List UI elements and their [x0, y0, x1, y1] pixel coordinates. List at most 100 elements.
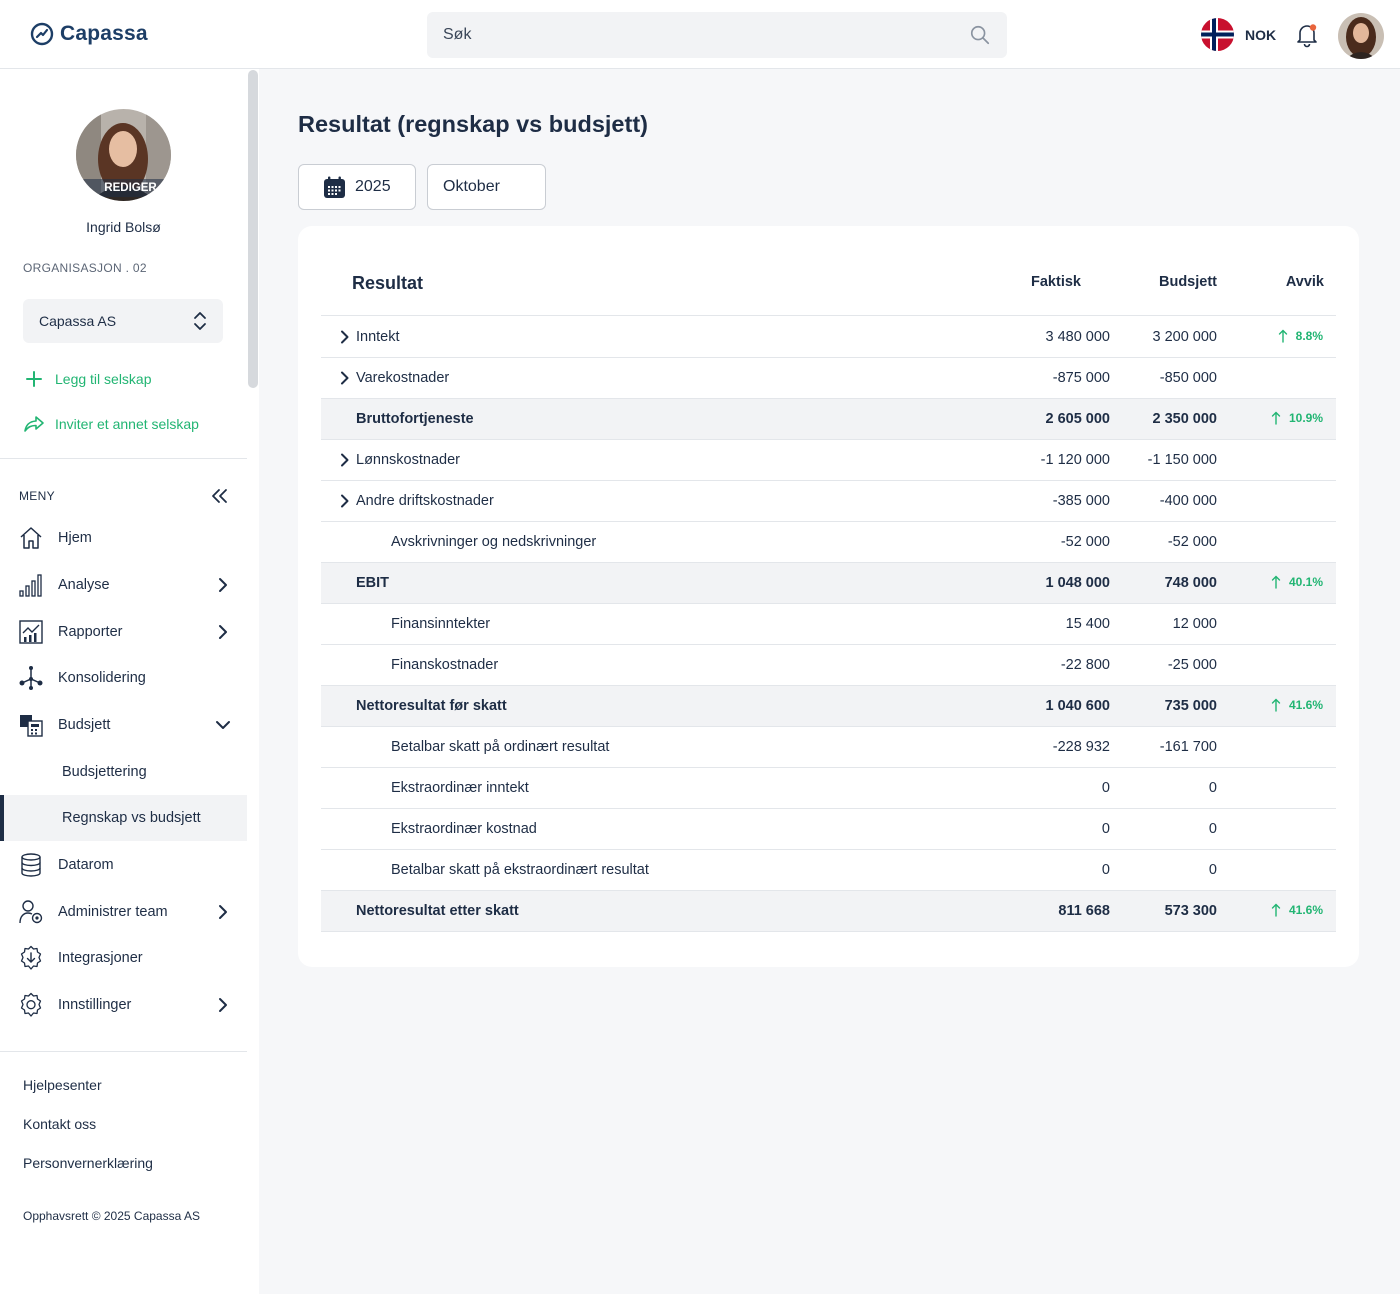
table-row-total: EBIT 1 048 000 748 000 40.1% — [321, 563, 1336, 604]
budget-value: 0 — [1208, 821, 1217, 837]
table-row[interactable]: Lønnskostnader -1 120 000 -1 150 000 — [321, 440, 1336, 481]
search-icon[interactable] — [969, 24, 991, 46]
expand-chevron-icon[interactable] — [340, 494, 350, 508]
row-label: Ekstraordinær kostnad — [391, 821, 537, 837]
help-center-link[interactable]: Hjelpesenter — [23, 1077, 102, 1093]
row-label: Nettoresultat etter skatt — [356, 903, 519, 919]
nav-item-budget[interactable]: Budsjett — [0, 702, 247, 748]
actual-value: -52 000 — [1060, 534, 1110, 550]
chevron-up-down-icon — [194, 312, 206, 330]
notification-bell-icon[interactable] — [1294, 22, 1320, 53]
nav-item-label: Administrer team — [58, 904, 168, 920]
expand-chevron-icon[interactable] — [340, 453, 350, 467]
nav-item-manage-team[interactable]: Administrer team — [0, 889, 247, 935]
actual-value: -875 000 — [1052, 370, 1110, 386]
row-label: Lønnskostnader — [356, 452, 460, 468]
database-icon — [18, 852, 44, 878]
deviation-percent: 41.6% — [1288, 698, 1323, 712]
table-row[interactable]: Inntekt 3 480 000 3 200 000 8.8% — [321, 317, 1336, 358]
budget-value: 748 000 — [1164, 575, 1217, 591]
deviation-value: 40.1% — [1271, 575, 1323, 589]
nav-item-home[interactable]: Hjem — [0, 515, 247, 561]
add-company-label: Legg til selskap — [55, 371, 152, 387]
table-row-total: Nettoresultat før skatt 1 040 600 735 00… — [321, 686, 1336, 727]
chevron-right-icon — [219, 625, 227, 639]
top-bar: Capassa Søk NOK — [0, 0, 1400, 69]
capassa-logo[interactable]: Capassa — [30, 22, 148, 46]
nav-item-label: Budsjett — [58, 717, 111, 733]
arrow-up-icon — [1271, 411, 1281, 425]
actual-value: -22 800 — [1060, 657, 1110, 673]
nav-item-label: Konsolidering — [58, 670, 146, 686]
invite-company-link[interactable]: Inviter et annet selskap — [23, 413, 199, 435]
actual-value: 1 048 000 — [1045, 575, 1110, 591]
budget-value: 12 000 — [1172, 616, 1217, 632]
nav-item-consolidation[interactable]: Konsolidering — [0, 655, 247, 701]
table-row: Ekstraordinær inntekt 0 0 — [321, 768, 1336, 809]
network-icon — [18, 665, 44, 691]
deviation-percent: 40.1% — [1288, 575, 1323, 589]
table-row: Finanskostnader -22 800 -25 000 — [321, 645, 1336, 686]
edit-avatar-label[interactable]: REDIGER — [76, 179, 171, 197]
budget-value: 0 — [1208, 780, 1217, 796]
nav-item-analysis[interactable]: Analyse — [0, 562, 247, 608]
plus-icon — [26, 371, 42, 387]
nav-item-integrations[interactable]: Integrasjoner — [0, 935, 247, 981]
budget-value: 573 300 — [1164, 903, 1217, 919]
table-row[interactable]: Varekostnader -875 000 -850 000 — [321, 358, 1336, 399]
contact-link[interactable]: Kontakt oss — [23, 1116, 97, 1132]
nav-item-settings[interactable]: Innstillinger — [0, 982, 247, 1028]
table-row: Ekstraordinær kostnad 0 0 — [321, 809, 1336, 850]
year-value: 2025 — [355, 178, 391, 195]
column-header-actual: Faktisk — [1031, 274, 1081, 290]
bar-chart-icon — [18, 572, 44, 598]
chevron-right-icon — [219, 905, 227, 919]
privacy-policy-link[interactable]: Personvernerklæring — [23, 1155, 153, 1171]
deviation-value: 41.6% — [1271, 698, 1323, 712]
norway-flag-icon[interactable] — [1201, 18, 1234, 51]
sidebar-scrollbar-thumb[interactable] — [248, 70, 258, 388]
nav-item-dataroom[interactable]: Datarom — [0, 842, 247, 888]
nav-item-label: Integrasjoner — [58, 950, 143, 966]
collapse-sidebar-icon[interactable] — [210, 487, 230, 510]
actual-value: 15 400 — [1065, 616, 1110, 632]
nav-item-label: Regnskap vs budsjett — [62, 810, 201, 826]
row-label: EBIT — [356, 575, 390, 591]
deviation-value: 10.9% — [1271, 411, 1323, 425]
results-card: Resultat Faktisk Budsjett Avvik Inntekt … — [298, 226, 1359, 967]
year-picker[interactable]: 2025 — [298, 164, 416, 210]
nav-item-label: Rapporter — [58, 624, 123, 640]
nav-item-reports[interactable]: Rapporter — [0, 609, 247, 655]
chevron-down-icon — [216, 721, 230, 729]
actual-value: 2 605 000 — [1045, 411, 1110, 427]
column-header-deviation: Avvik — [1285, 274, 1324, 290]
month-picker[interactable]: Oktober — [427, 164, 546, 210]
organization-label: ORGANISASJON . 02 — [23, 261, 147, 275]
calendar-icon — [324, 176, 345, 198]
user-avatar[interactable] — [1338, 13, 1384, 59]
deviation-value: 8.8% — [1278, 329, 1323, 343]
budget-value: 3 200 000 — [1152, 329, 1217, 345]
sidebar-divider — [0, 1051, 247, 1052]
actual-value: 1 040 600 — [1045, 698, 1110, 714]
add-company-link[interactable]: Legg til selskap — [23, 368, 152, 390]
calculator-icon — [18, 712, 44, 738]
table-row: Betalbar skatt på ordinært resultat -228… — [321, 727, 1336, 768]
company-select[interactable]: Capassa AS — [23, 299, 223, 343]
expand-chevron-icon[interactable] — [340, 330, 350, 344]
row-label: Betalbar skatt på ordinært resultat — [391, 739, 610, 755]
nav-item-accounting-vs-budget[interactable]: Regnskap vs budsjett — [0, 795, 247, 841]
currency-selector[interactable]: NOK — [1245, 27, 1277, 43]
search-input[interactable]: Søk — [427, 12, 1007, 58]
row-label: Varekostnader — [356, 370, 450, 386]
nav-item-label: Innstillinger — [58, 997, 132, 1013]
column-header-budget: Budsjett — [1159, 274, 1217, 290]
table-row[interactable]: Andre driftskostnader -385 000 -400 000 — [321, 481, 1336, 522]
profile-avatar[interactable]: REDIGER — [76, 109, 171, 201]
nav-item-label: Hjem — [58, 530, 92, 546]
budget-value: -850 000 — [1159, 370, 1217, 386]
expand-chevron-icon[interactable] — [340, 371, 350, 385]
row-label: Betalbar skatt på ekstraordinært resulta… — [391, 862, 649, 878]
nav-item-budgeting[interactable]: Budsjettering — [0, 749, 247, 795]
table-row: Avskrivninger og nedskrivninger -52 000 … — [321, 522, 1336, 563]
